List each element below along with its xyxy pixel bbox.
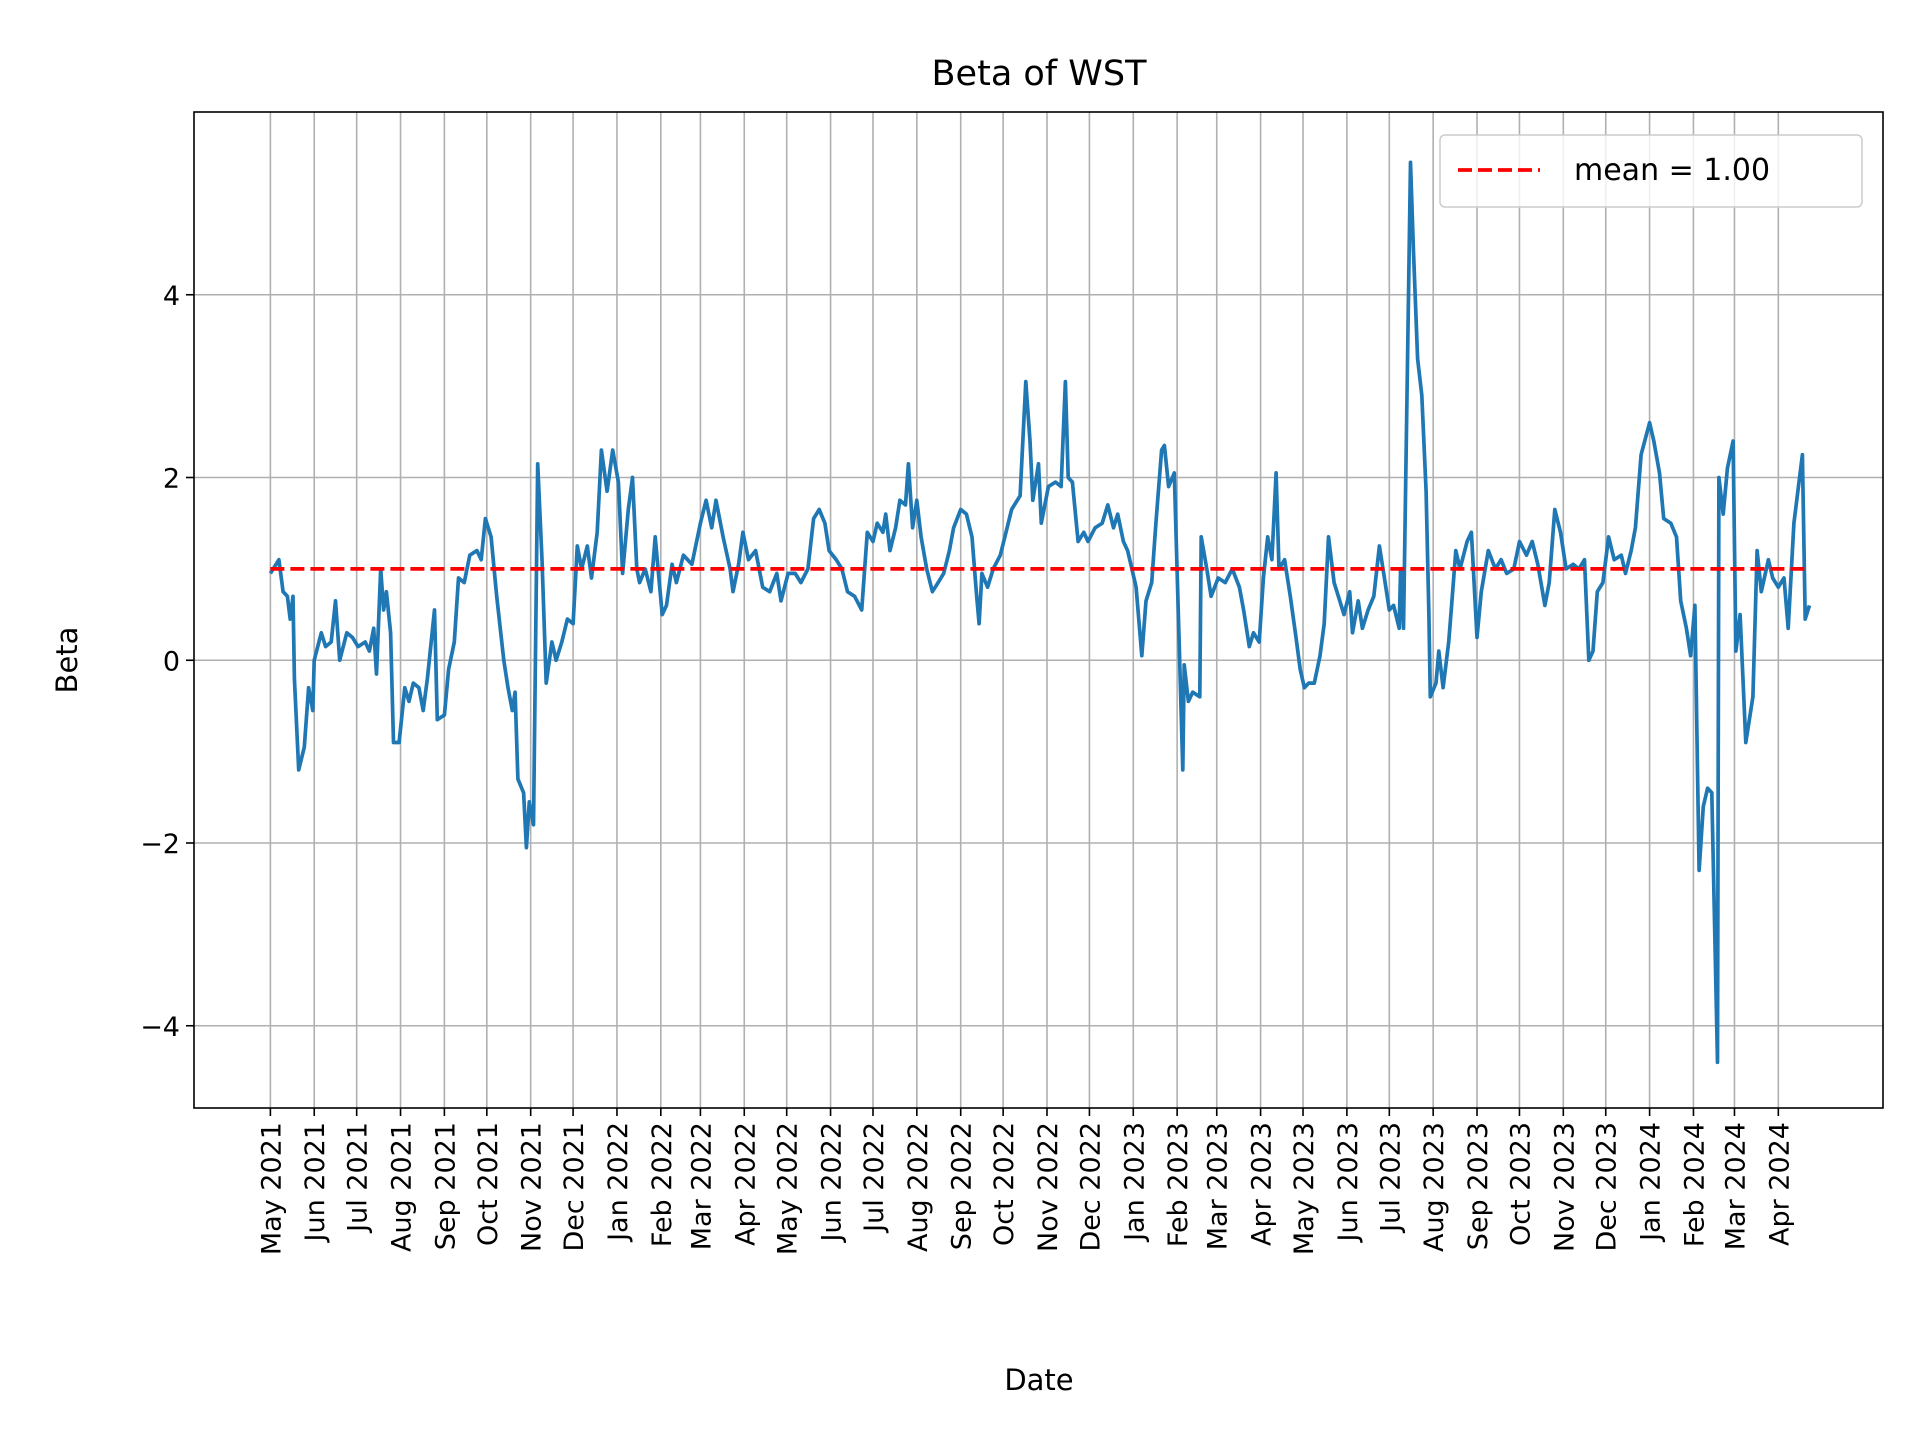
x-tick-label: Dec 2021	[559, 1122, 590, 1252]
x-tick-label: May 2022	[773, 1122, 804, 1255]
x-tick-label: Oct 2023	[1505, 1122, 1536, 1246]
x-tick-label: Apr 2022	[730, 1122, 761, 1246]
beta-series-line	[268, 160, 1812, 1065]
x-tick-label: Jan 2024	[1636, 1122, 1667, 1243]
x-tick-label: Mar 2024	[1720, 1122, 1751, 1250]
x-tick-label: Sep 2023	[1463, 1122, 1494, 1250]
x-tick-label: Feb 2024	[1679, 1122, 1710, 1247]
x-tick-label: Dec 2022	[1075, 1122, 1106, 1252]
x-tick-label: Jun 2022	[817, 1122, 848, 1243]
grid-lines	[194, 112, 1883, 1108]
y-axis-label: Beta	[50, 627, 84, 694]
x-tick-label: Sep 2022	[947, 1122, 978, 1250]
legend: mean = 1.00	[1439, 134, 1863, 208]
x-tick-label: Nov 2021	[517, 1122, 548, 1252]
x-axis-ticks: May 2021 Jun 2021 Jul 2021 Aug 2021 Sep 2021…	[256, 1108, 1795, 1255]
x-tick-label: Aug 2021	[387, 1122, 418, 1252]
y-axis-ticks: −4 −2 0 2 4	[140, 281, 194, 1043]
x-tick-label: Jul 2021	[343, 1122, 374, 1234]
y-tick-label: −4	[140, 1012, 180, 1043]
x-tick-label: Nov 2023	[1549, 1122, 1580, 1252]
x-tick-label: Jul 2022	[859, 1122, 890, 1234]
x-tick-label: Oct 2021	[473, 1122, 504, 1246]
axes-frame	[193, 111, 1884, 1109]
y-tick-label: 0	[163, 646, 180, 677]
x-tick-label: Jun 2023	[1333, 1122, 1364, 1243]
y-tick-label: −2	[140, 829, 180, 860]
legend-box	[1439, 134, 1863, 208]
y-tick-label: 4	[163, 281, 180, 312]
x-tick-label: May 2021	[256, 1122, 287, 1255]
x-tick-label: Aug 2022	[903, 1122, 934, 1252]
legend-mean-label: mean = 1.00	[1574, 153, 1770, 188]
x-tick-label: Feb 2022	[647, 1122, 678, 1247]
plot-lines	[268, 160, 1812, 1065]
x-tick-label: Jan 2022	[603, 1122, 634, 1243]
y-tick-label: 2	[163, 464, 180, 495]
x-tick-label: Nov 2022	[1033, 1122, 1064, 1252]
x-tick-label: Mar 2023	[1203, 1122, 1234, 1250]
x-tick-label: May 2023	[1289, 1122, 1320, 1255]
x-tick-label: Aug 2023	[1419, 1122, 1450, 1252]
x-tick-label: Mar 2022	[686, 1122, 717, 1250]
x-tick-label: Jan 2023	[1119, 1122, 1150, 1243]
chart-title: Beta of WST	[932, 54, 1148, 94]
x-tick-label: Oct 2022	[989, 1122, 1020, 1246]
x-tick-label: Dec 2023	[1592, 1122, 1623, 1252]
x-tick-label: Sep 2021	[430, 1122, 461, 1250]
x-tick-label: Jun 2021	[300, 1122, 331, 1243]
x-tick-label: Jul 2023	[1375, 1122, 1406, 1234]
x-tick-label: Apr 2023	[1247, 1122, 1278, 1246]
x-tick-label: Feb 2023	[1163, 1122, 1194, 1247]
x-axis-label: Date	[1004, 1363, 1073, 1397]
x-tick-label: Apr 2024	[1764, 1122, 1795, 1246]
